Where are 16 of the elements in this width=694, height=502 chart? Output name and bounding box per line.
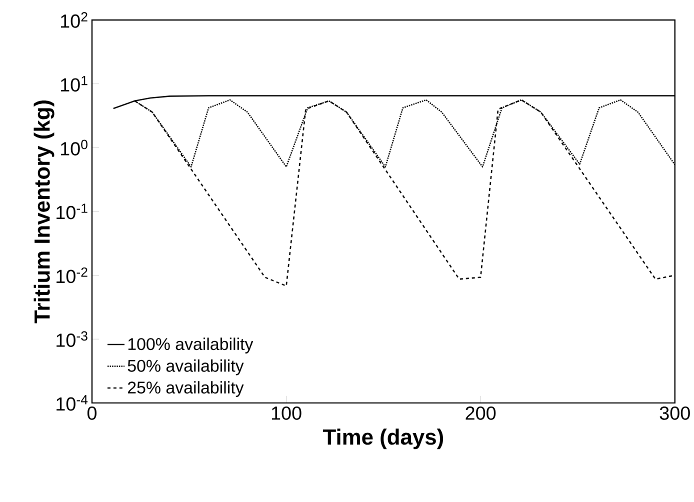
y-tick-label: 10$^{-3}$ [56,331,88,347]
x-tick-label: 300 [660,406,690,420]
y-tick-label: 10$^{-4}$ [56,395,88,411]
x-tick-label: 0 [87,406,97,420]
y-axis-title: Tritium Inventory (kg) [34,100,54,324]
y-tick-label: 10$^{-2}$ [56,267,88,284]
y-tick-label: 10$^{-1}$ [56,204,88,220]
y-tick-label: 10$^{1}$ [60,76,88,92]
x-tick-label: 200 [466,406,496,420]
y-tick-label: 10$^{2}$ [60,12,88,28]
x-axis-title: Time (days) [323,428,444,450]
legend-label: 100% availability [128,338,254,354]
legend-label: 25% availability [128,381,244,397]
y-tick-label: 10$^{0}$ [60,140,88,156]
x-tick-label: 100 [272,406,302,420]
legend-label: 50% availability [128,359,244,376]
